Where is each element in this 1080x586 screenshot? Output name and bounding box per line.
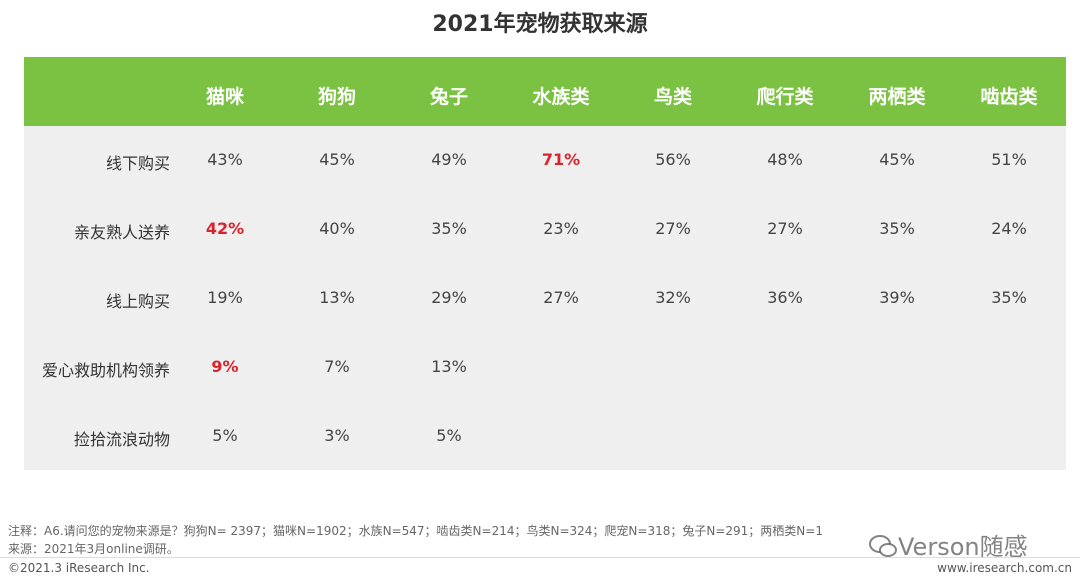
cell: 27%	[655, 219, 691, 238]
cell: 27%	[543, 288, 579, 307]
cell: 32%	[655, 288, 691, 307]
title: 2021年宠物获取来源	[432, 12, 648, 37]
watermark-text: Verson随感	[898, 533, 1028, 561]
copyright: ©2021.3 iResearch Inc.	[8, 561, 150, 575]
cell: 7%	[324, 357, 350, 376]
cell: 24%	[991, 219, 1027, 238]
wechat-icon	[869, 535, 897, 557]
cell-highlight: 42%	[205, 219, 245, 238]
column-header: 啮齿类	[980, 86, 1038, 108]
cell: 35%	[991, 288, 1027, 307]
column-header: 鸟类	[653, 86, 692, 108]
note: 来源：2021年3月online调研。	[8, 542, 179, 556]
cell-highlight: 9%	[211, 357, 239, 376]
cell: 45%	[319, 150, 355, 169]
table-header	[24, 57, 1066, 126]
cell: 49%	[431, 150, 467, 169]
website: www.iresearch.com.cn	[937, 561, 1072, 575]
cell: 27%	[767, 219, 803, 238]
column-header: 爬行类	[756, 86, 814, 108]
column-header: 狗狗	[317, 86, 356, 108]
cell: 3%	[324, 426, 350, 445]
cell: 39%	[879, 288, 915, 307]
row-label: 爱心救助机构领养	[41, 361, 170, 380]
cell: 35%	[879, 219, 915, 238]
row-label: 线上购买	[105, 292, 170, 311]
column-header: 水族类	[532, 86, 590, 108]
row-label: 线下购买	[105, 154, 170, 173]
cell: 19%	[207, 288, 243, 307]
watermark: Verson随感	[868, 527, 1028, 562]
column-header: 猫咪	[205, 86, 244, 108]
cell: 43%	[207, 150, 243, 169]
row-label: 亲友熟人送养	[73, 223, 170, 242]
cell: 29%	[431, 288, 467, 307]
cell: 45%	[879, 150, 915, 169]
cell: 5%	[212, 426, 238, 445]
cell: 35%	[431, 219, 467, 238]
divider	[0, 557, 1080, 558]
cell: 48%	[767, 150, 803, 169]
note: 注释：A6.请问您的宠物来源是？狗狗N= 2397；猫咪N=1902；水族N=5…	[8, 524, 823, 538]
table-body	[24, 126, 1066, 470]
column-header: 两栖类	[868, 86, 926, 108]
cell: 36%	[767, 288, 803, 307]
column-header: 兔子	[429, 86, 468, 108]
cell: 51%	[991, 150, 1027, 169]
cell: 5%	[436, 426, 462, 445]
cell: 13%	[319, 288, 355, 307]
cell: 13%	[431, 357, 467, 376]
cell: 56%	[655, 150, 691, 169]
cell: 23%	[543, 219, 579, 238]
cell-highlight: 71%	[541, 150, 581, 169]
row-label: 捡拾流浪动物	[73, 430, 170, 449]
cell: 40%	[319, 219, 355, 238]
